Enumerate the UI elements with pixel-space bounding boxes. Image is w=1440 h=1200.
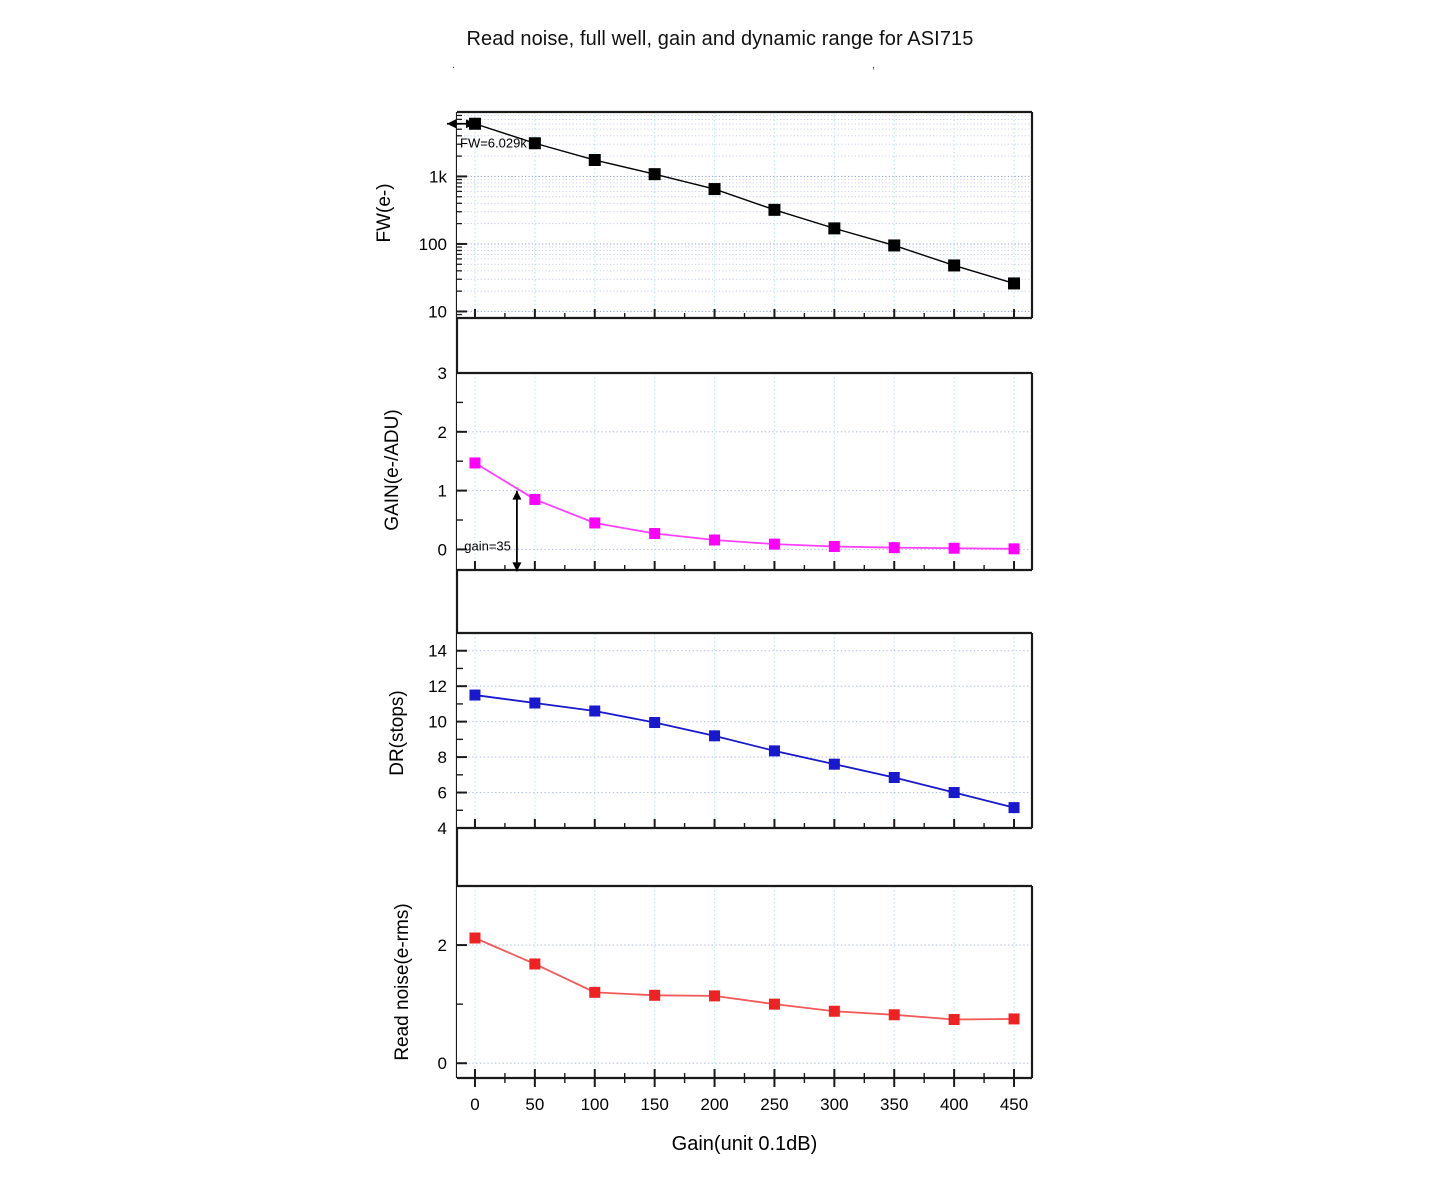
y-tick-label-noise: 2 <box>438 936 447 955</box>
y-tick-label-dr: 12 <box>428 677 447 696</box>
x-axis-group: 0 50 100 150 200 250 300 350 400 450 Gain(unit 0.1… <box>470 1095 1028 1155</box>
data-point-gain <box>589 517 601 529</box>
panel-background-noise <box>457 886 1032 1078</box>
y-tick-label-gain: 0 <box>438 540 447 559</box>
annotation-gain-arrowhead-top <box>512 490 522 500</box>
y-tick-label-gain: 2 <box>438 423 447 442</box>
data-point-gain <box>649 528 661 540</box>
data-point-dr <box>1008 802 1020 814</box>
x-tick-label: 100 <box>581 1095 609 1114</box>
data-point-noise <box>649 989 661 1001</box>
panel-background-fw <box>457 112 1032 318</box>
data-point-gain <box>469 457 481 469</box>
y-tick-label-fw: 100 <box>419 235 447 254</box>
data-line-gain <box>474 462 1015 550</box>
y-tick-label-gain: 3 <box>438 364 447 383</box>
data-point-noise <box>768 998 780 1010</box>
x-tick-label: 400 <box>940 1095 968 1114</box>
x-tick-label: 350 <box>880 1095 908 1114</box>
data-point-dr <box>828 758 840 770</box>
annotation-gain: gain=35 <box>464 490 522 572</box>
x-tick-label: 200 <box>700 1095 728 1114</box>
panel-dr: 14 12 10 8 6 4 <box>428 631 1034 838</box>
panel-background-gain <box>457 373 1032 570</box>
x-axis-title: Gain(unit 0.1dB) <box>672 1133 818 1155</box>
y-tick-label-dr: 8 <box>438 748 447 767</box>
annotation-fw-arrowhead-left <box>447 119 456 129</box>
data-line-fw <box>474 123 1015 285</box>
data-point-fw <box>648 168 661 181</box>
data-point-dr <box>888 771 900 783</box>
data-point-noise <box>828 1005 840 1017</box>
panel-background-dr <box>457 633 1032 828</box>
x-tick-label: 450 <box>1000 1095 1028 1114</box>
x-tick-label: 300 <box>820 1095 848 1114</box>
data-point-noise <box>709 990 721 1002</box>
axis-title-noise: Read noise(e-rms) <box>392 903 413 1060</box>
axis-title-dr: DR(stops) <box>387 690 408 776</box>
y-tick-label-fw: 1k <box>429 167 447 186</box>
x-tick-label: 0 <box>470 1095 479 1114</box>
data-point-fw <box>1008 277 1021 290</box>
annotation-fw-label: FW=6.029k <box>460 136 527 151</box>
data-point-fw <box>528 137 541 150</box>
y-tick-label-gain: 1 <box>438 482 447 501</box>
data-line-noise <box>474 937 1015 1021</box>
data-point-noise <box>1008 1013 1020 1025</box>
panel-fw: 1k 100 10 <box>419 110 1034 321</box>
data-point-gain <box>529 493 541 505</box>
data-point-fw <box>768 203 781 216</box>
data-point-noise <box>469 932 481 944</box>
data-point-gain <box>768 538 780 550</box>
y-tick-label-dr: 14 <box>428 642 447 661</box>
annotation-fw: FW=6.029k <box>447 119 527 151</box>
panel-gain: 3 2 1 0 <box>438 364 1034 572</box>
y-tick-label-dr: 10 <box>428 713 447 732</box>
data-point-fw <box>888 239 901 252</box>
axis-title-gain: GAIN(e-/ADU) <box>382 409 403 530</box>
y-tick-label-dr: 6 <box>438 784 447 803</box>
data-point-gain <box>709 534 721 546</box>
data-point-noise <box>529 958 541 970</box>
data-point-fw <box>588 154 601 167</box>
x-tick-label: 250 <box>760 1095 788 1114</box>
figure-title: Read noise, full well, gain and dynamic … <box>466 28 974 50</box>
data-point-dr <box>529 697 541 709</box>
data-line-dr <box>474 694 1015 809</box>
y-tick-label-noise: 0 <box>438 1054 447 1073</box>
data-point-noise <box>948 1014 960 1026</box>
axis-title-fw: FW(e-) <box>374 183 395 242</box>
data-point-fw <box>708 183 721 196</box>
y-tick-label-dr: 4 <box>438 819 447 838</box>
annotation-gain-arrowhead-bottom <box>512 562 522 572</box>
artifact-speck-right: , <box>872 59 876 71</box>
data-point-gain <box>948 542 960 554</box>
annotation-fw-arrowhead-right <box>465 119 475 129</box>
data-point-gain <box>828 540 840 552</box>
data-point-noise <box>589 986 601 998</box>
data-point-fw <box>948 259 961 272</box>
data-point-dr <box>469 689 481 701</box>
x-tick-label: 50 <box>525 1095 544 1114</box>
x-tick-label: 150 <box>640 1095 668 1114</box>
data-point-noise <box>888 1009 900 1021</box>
data-point-dr <box>649 717 661 729</box>
artifact-speck-left: . <box>452 59 456 71</box>
data-point-gain <box>1008 543 1020 555</box>
panel-noise: 20 <box>438 884 1034 1087</box>
data-point-dr <box>709 730 721 742</box>
annotation-gain-label: gain=35 <box>464 538 511 553</box>
data-point-gain <box>888 542 900 554</box>
data-point-dr <box>768 745 780 757</box>
data-point-dr <box>948 787 960 799</box>
data-point-fw <box>828 222 841 235</box>
data-point-dr <box>589 705 601 717</box>
y-tick-label-fw: 10 <box>428 302 447 321</box>
